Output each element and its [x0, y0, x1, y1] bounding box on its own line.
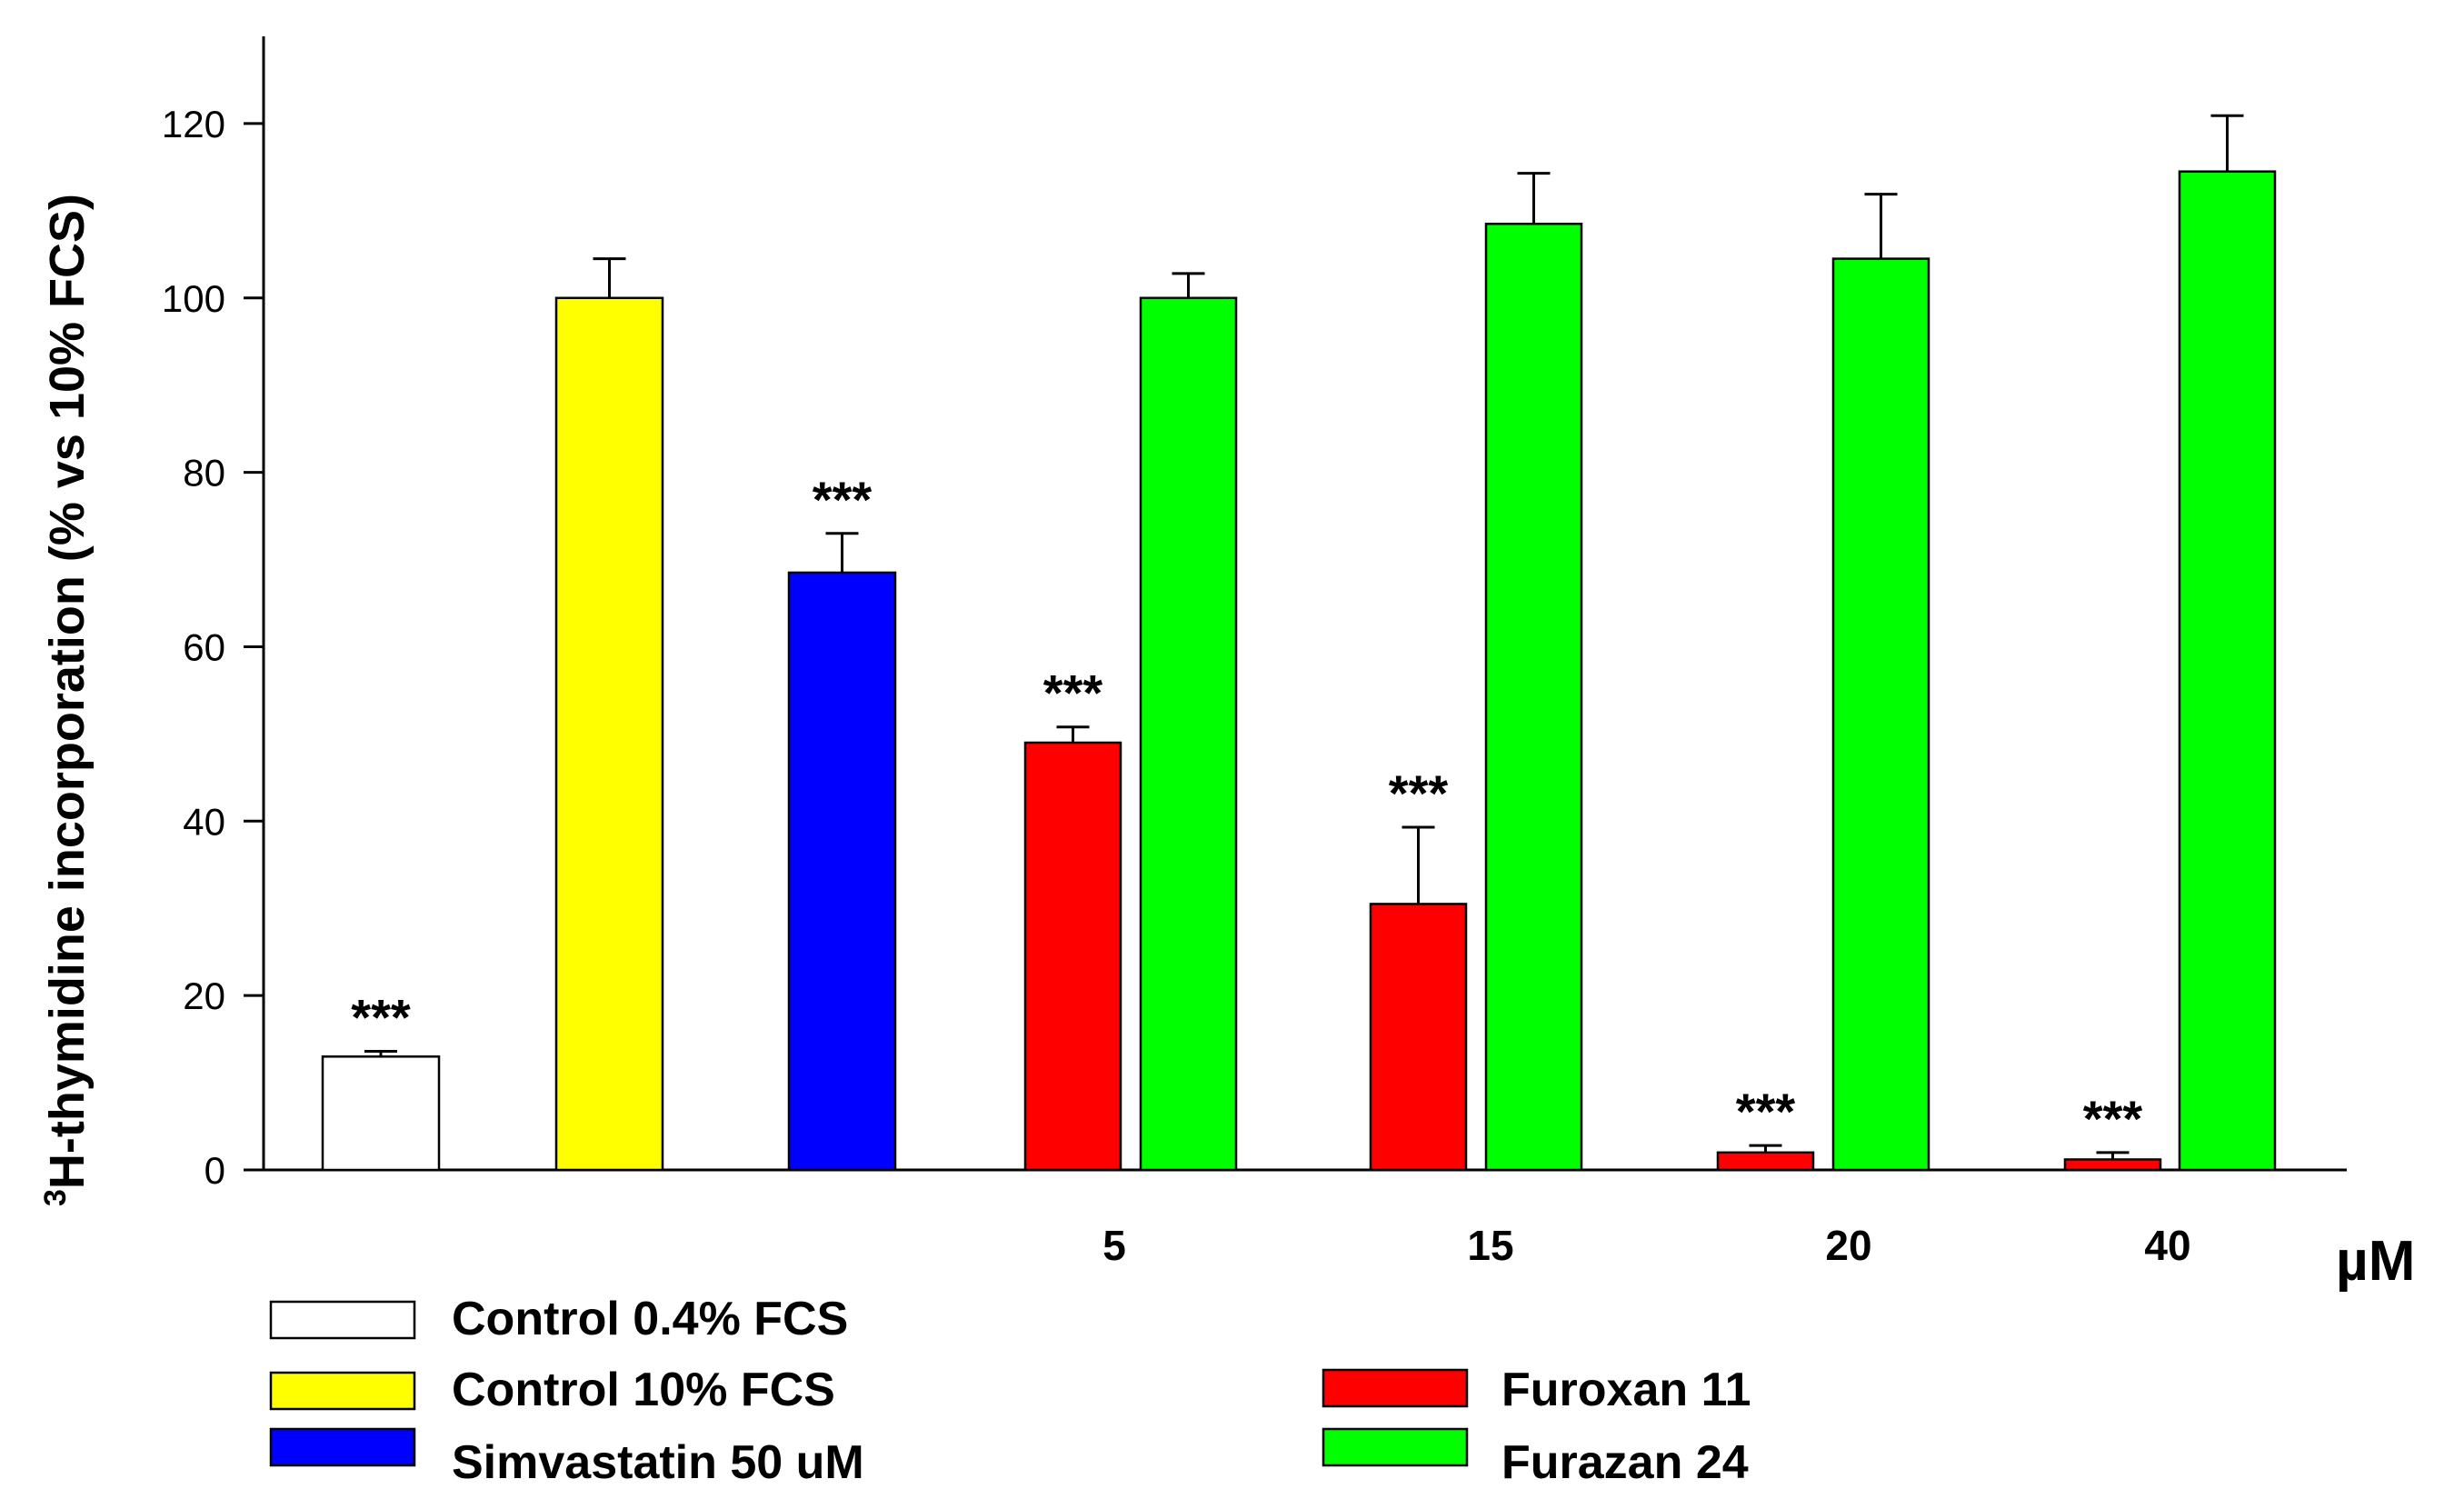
legend-swatch — [1322, 1427, 1469, 1467]
legend-label: Simvastatin 50 uM — [452, 1436, 864, 1489]
y-tick-label: 80 — [183, 452, 225, 495]
significance-mark: *** — [1389, 764, 1449, 822]
significance-mark: *** — [351, 989, 411, 1046]
concentration-label: 20 — [1825, 1222, 1871, 1269]
concentration-label: 40 — [2144, 1222, 2190, 1269]
legend-label: Furazan 24 — [1501, 1436, 1749, 1489]
bars — [321, 170, 2277, 1172]
bar — [1831, 257, 1930, 1172]
y-tick-label: 120 — [162, 103, 225, 145]
y-tick-label: 20 — [183, 974, 225, 1017]
concentration-label: 15 — [1467, 1222, 1513, 1269]
bar — [321, 1055, 441, 1172]
significance-mark: *** — [2083, 1090, 2143, 1147]
legend-swatch — [1322, 1368, 1469, 1408]
concentration-label: 5 — [1102, 1222, 1126, 1269]
bar — [1716, 1151, 1815, 1172]
significance-mark: *** — [1736, 1083, 1796, 1140]
error-bars — [364, 114, 2244, 1160]
significance-marks: *** *** *** *** *** *** — [351, 471, 2142, 1147]
legend: Control 0.4% FCS Control 10% FCS Simvastat… — [269, 1293, 1751, 1489]
legend-swatch — [269, 1300, 416, 1340]
bar — [2178, 170, 2277, 1172]
bar — [1023, 741, 1122, 1172]
legend-swatch — [269, 1427, 416, 1467]
concentration-labels: 5 15 20 40 — [1102, 1222, 2190, 1269]
bar — [1369, 903, 1468, 1172]
y-ticks: 0 20 40 60 80 100 120 — [162, 103, 264, 1192]
bar — [787, 571, 897, 1172]
bar — [1139, 296, 1238, 1172]
y-axis-label: 3H-thymidine incorporation (% vs 10% FCS… — [38, 194, 95, 1206]
bar — [1484, 222, 1583, 1172]
y-axis-label-superscript: 3 — [38, 1189, 73, 1206]
x-unit-label: µM — [2336, 1230, 2415, 1293]
y-tick-label: 0 — [205, 1149, 225, 1192]
y-tick-label: 40 — [183, 800, 225, 843]
y-tick-label: 60 — [183, 625, 225, 668]
legend-label: Control 0.4% FCS — [452, 1293, 848, 1345]
legend-label: Furoxan 11 — [1501, 1364, 1751, 1416]
legend-swatch — [269, 1371, 416, 1411]
significance-mark: *** — [813, 471, 873, 528]
y-axis-label-text: H-thymidine incorporation (% vs 10% FCS) — [40, 194, 95, 1189]
bar — [554, 296, 664, 1172]
bar — [2063, 1158, 2162, 1172]
y-tick-label: 100 — [162, 277, 225, 320]
legend-label: Control 10% FCS — [452, 1364, 835, 1416]
significance-mark: *** — [1043, 665, 1103, 722]
